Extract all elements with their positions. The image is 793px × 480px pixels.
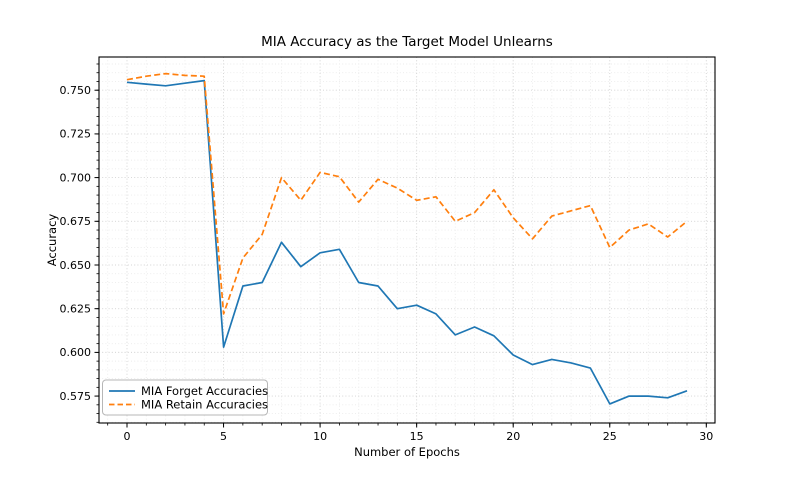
y-tick-label: 0.700 [60, 171, 92, 184]
x-tick-label: 5 [220, 430, 227, 443]
y-tick-label: 0.600 [60, 346, 92, 359]
retain-accuracy-line [126, 72, 688, 315]
x-tick-label: 15 [410, 430, 424, 443]
grid-minor [99, 57, 715, 423]
legend-label-retain: MIA Retain Accuracies [141, 398, 268, 412]
legend-label-forget: MIA Forget Accuracies [141, 384, 268, 398]
y-tick-label: 0.750 [60, 84, 92, 97]
y-tick-label: 0.625 [60, 302, 92, 315]
grid-major [99, 57, 715, 423]
x-tick-label: 0 [124, 430, 131, 443]
y-tick-label: 0.725 [60, 128, 92, 141]
legend: MIA Forget Accuracies MIA Retain Accurac… [102, 379, 268, 416]
y-tick-label: 0.650 [60, 259, 92, 272]
y-tick-label: 0.675 [60, 215, 92, 228]
y-tick-label: 0.575 [60, 390, 92, 403]
x-tick-label: 10 [313, 430, 327, 443]
x-tick-label: 20 [506, 430, 520, 443]
legend-box [102, 379, 268, 416]
x-tick-label: 25 [603, 430, 617, 443]
forget-accuracy-line [126, 79, 688, 405]
chart-title: MIA Accuracy as the Target Model Unlearn… [261, 34, 553, 50]
plot-border [98, 56, 716, 424]
y-axis-label: Accuracy [45, 214, 59, 267]
x-tick-label: 30 [699, 430, 713, 443]
x-axis-label: Number of Epochs [354, 445, 460, 459]
series-lines [126, 72, 688, 405]
axis-ticks [94, 63, 707, 428]
tick-labels: 0 5 10 15 20 25 30 0.575 0.600 0.625 0.650 0.675 0.7… [60, 84, 714, 443]
